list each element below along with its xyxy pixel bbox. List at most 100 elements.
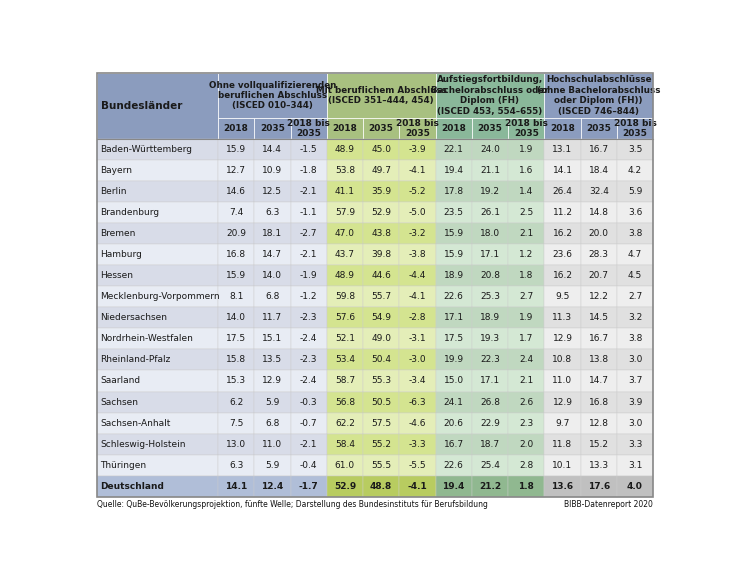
Bar	[327, 350, 363, 370]
Bar	[291, 223, 327, 245]
Text: BIBB-Datenreport 2020: BIBB-Datenreport 2020	[564, 500, 653, 509]
Text: -5.2: -5.2	[409, 188, 426, 196]
Bar	[96, 245, 218, 265]
Bar	[472, 328, 508, 350]
Text: 48.9: 48.9	[335, 271, 355, 280]
Text: 55.3: 55.3	[371, 377, 391, 385]
Text: 56.8: 56.8	[335, 398, 355, 407]
Bar	[617, 286, 653, 308]
Text: 4.0: 4.0	[627, 482, 643, 490]
Bar	[327, 139, 363, 160]
Text: 3.0: 3.0	[628, 355, 642, 365]
Text: Hamburg: Hamburg	[101, 250, 142, 260]
Bar	[580, 370, 617, 392]
Text: 11.8: 11.8	[553, 440, 572, 448]
Bar	[508, 455, 545, 475]
Text: 22.1: 22.1	[444, 145, 464, 154]
Text: 16.8: 16.8	[226, 250, 246, 260]
Bar	[363, 413, 399, 433]
Text: 55.5: 55.5	[371, 460, 391, 470]
Text: 19.4: 19.4	[442, 482, 465, 490]
Bar	[399, 118, 436, 139]
Text: 14.1: 14.1	[553, 166, 572, 175]
Text: 16.2: 16.2	[553, 230, 572, 238]
Bar	[436, 350, 472, 370]
Text: 52.9: 52.9	[371, 208, 391, 218]
Bar	[580, 265, 617, 286]
Bar	[254, 245, 291, 265]
Text: 24.0: 24.0	[480, 145, 500, 154]
Text: Quelle: QuBe-Bevölkerungsprojektion, fünfte Welle; Darstellung des Bundesinstitu: Quelle: QuBe-Bevölkerungsprojektion, fün…	[96, 500, 488, 509]
Bar	[96, 433, 218, 455]
Bar	[472, 118, 508, 139]
Text: 20.0: 20.0	[588, 230, 609, 238]
Bar	[218, 160, 254, 181]
Text: 45.0: 45.0	[371, 145, 391, 154]
Bar	[472, 455, 508, 475]
Text: 2.7: 2.7	[628, 293, 642, 301]
Text: 58.7: 58.7	[335, 377, 355, 385]
Text: -2.1: -2.1	[300, 440, 318, 448]
Bar	[436, 181, 472, 203]
Bar	[617, 392, 653, 413]
Text: 32.4: 32.4	[589, 188, 609, 196]
Text: -0.3: -0.3	[300, 398, 318, 407]
Bar	[363, 328, 399, 350]
Bar	[399, 475, 436, 497]
Bar	[472, 392, 508, 413]
Text: 3.6: 3.6	[628, 208, 642, 218]
Text: 8.1: 8.1	[229, 293, 243, 301]
Bar	[363, 265, 399, 286]
Bar	[327, 308, 363, 328]
Text: 14.5: 14.5	[588, 313, 609, 323]
Bar	[363, 475, 399, 497]
Bar	[96, 181, 218, 203]
Bar	[436, 413, 472, 433]
Bar	[399, 139, 436, 160]
Bar	[508, 308, 545, 328]
Text: 15.9: 15.9	[226, 271, 246, 280]
Bar	[291, 181, 327, 203]
Bar	[218, 203, 254, 223]
Bar	[363, 455, 399, 475]
Text: 11.2: 11.2	[553, 208, 572, 218]
Text: 3.5: 3.5	[628, 145, 642, 154]
Text: 2018: 2018	[550, 124, 575, 133]
Bar	[617, 139, 653, 160]
Bar	[218, 328, 254, 350]
Text: Aufstiegsfortbildung,
Bachelorabschluss oder
Diplom (FH)
(ISCED 453, 554–655): Aufstiegsfortbildung, Bachelorabschluss …	[431, 76, 549, 115]
Text: 14.1: 14.1	[225, 482, 247, 490]
Text: 2035: 2035	[369, 124, 393, 133]
Text: 1.9: 1.9	[519, 145, 534, 154]
Text: 2.1: 2.1	[519, 230, 534, 238]
Bar	[617, 455, 653, 475]
Text: Mecklenburg-Vorpommern: Mecklenburg-Vorpommern	[101, 293, 220, 301]
Bar	[96, 328, 218, 350]
Bar	[254, 181, 291, 203]
Text: 61.0: 61.0	[335, 460, 355, 470]
Text: -3.9: -3.9	[409, 145, 426, 154]
Bar	[508, 245, 545, 265]
Text: 2018: 2018	[441, 124, 466, 133]
Bar	[254, 350, 291, 370]
Text: 14.0: 14.0	[262, 271, 283, 280]
Text: Berlin: Berlin	[101, 188, 127, 196]
Text: 3.2: 3.2	[628, 313, 642, 323]
Bar	[218, 286, 254, 308]
Text: -2.3: -2.3	[300, 313, 318, 323]
Bar	[218, 433, 254, 455]
Bar	[291, 328, 327, 350]
Bar	[291, 455, 327, 475]
Bar	[508, 160, 545, 181]
Text: 18.9: 18.9	[444, 271, 464, 280]
Bar	[508, 392, 545, 413]
Bar	[508, 118, 545, 139]
Text: Saarland: Saarland	[101, 377, 141, 385]
Bar	[436, 118, 472, 139]
Text: 25.3: 25.3	[480, 293, 500, 301]
Bar	[327, 433, 363, 455]
Text: 20.9: 20.9	[226, 230, 246, 238]
Text: -4.1: -4.1	[409, 293, 426, 301]
Bar	[472, 223, 508, 245]
Text: 10.1: 10.1	[553, 460, 572, 470]
